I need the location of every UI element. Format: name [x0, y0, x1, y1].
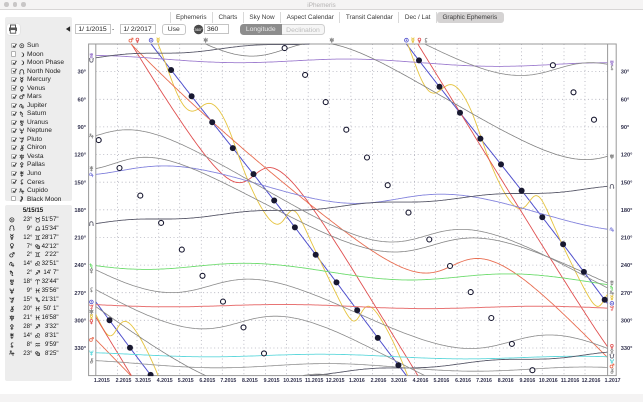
svg-text:360°: 360° — [194, 27, 203, 32]
svg-text:12.2015: 12.2015 — [326, 378, 345, 384]
svg-text:1.2016: 1.2016 — [349, 378, 365, 384]
svg-text:180°: 180° — [74, 208, 86, 214]
svg-text:150°: 150° — [74, 180, 86, 186]
svg-text:270°: 270° — [74, 291, 86, 297]
svg-text:300°: 300° — [621, 318, 633, 324]
svg-text:4.2016: 4.2016 — [413, 378, 429, 384]
svg-text:8.2016: 8.2016 — [498, 378, 514, 384]
svg-text:6.2015: 6.2015 — [199, 378, 215, 384]
svg-text:210°: 210° — [74, 236, 86, 242]
svg-text:210°: 210° — [621, 236, 633, 242]
svg-text:270°: 270° — [621, 291, 633, 297]
svg-text:12.2016: 12.2016 — [582, 378, 601, 384]
svg-text:240°: 240° — [621, 263, 633, 269]
svg-text:6.2016: 6.2016 — [455, 378, 471, 384]
svg-text:1.2017: 1.2017 — [605, 378, 621, 384]
svg-text:240°: 240° — [74, 263, 86, 269]
svg-text:3.2016: 3.2016 — [391, 378, 407, 384]
svg-text:7.2015: 7.2015 — [220, 378, 236, 384]
svg-text:30°: 30° — [621, 70, 630, 76]
svg-text:7.2016: 7.2016 — [476, 378, 492, 384]
svg-text:60°: 60° — [621, 97, 630, 103]
svg-text:90°: 90° — [77, 125, 86, 131]
svg-text:10.2015: 10.2015 — [283, 378, 302, 384]
svg-text:10.2016: 10.2016 — [539, 378, 558, 384]
svg-text:5.2016: 5.2016 — [433, 378, 449, 384]
svg-text:2.2015: 2.2015 — [116, 378, 132, 384]
svg-text:4.2015: 4.2015 — [157, 378, 173, 384]
svg-text:150°: 150° — [621, 180, 633, 186]
svg-text:180°: 180° — [621, 208, 633, 214]
svg-text:90°: 90° — [621, 125, 630, 131]
svg-text:8.2015: 8.2015 — [242, 378, 258, 384]
svg-text:5.2015: 5.2015 — [178, 378, 194, 384]
svg-text:9.2016: 9.2016 — [519, 378, 535, 384]
svg-text:330°: 330° — [621, 346, 633, 352]
svg-text:9.2015: 9.2015 — [264, 378, 280, 384]
svg-text:11.2015: 11.2015 — [305, 378, 324, 384]
svg-text:120°: 120° — [74, 153, 86, 159]
svg-text:300°: 300° — [74, 318, 86, 324]
svg-text:330°: 330° — [74, 346, 86, 352]
svg-text:2.2016: 2.2016 — [371, 378, 387, 384]
svg-text:1.2015: 1.2015 — [94, 378, 110, 384]
svg-text:3.2015: 3.2015 — [135, 378, 151, 384]
svg-text:11.2016: 11.2016 — [561, 378, 580, 384]
svg-text:30°: 30° — [77, 70, 86, 76]
svg-text:120°: 120° — [621, 153, 633, 159]
svg-text:60°: 60° — [77, 97, 86, 103]
